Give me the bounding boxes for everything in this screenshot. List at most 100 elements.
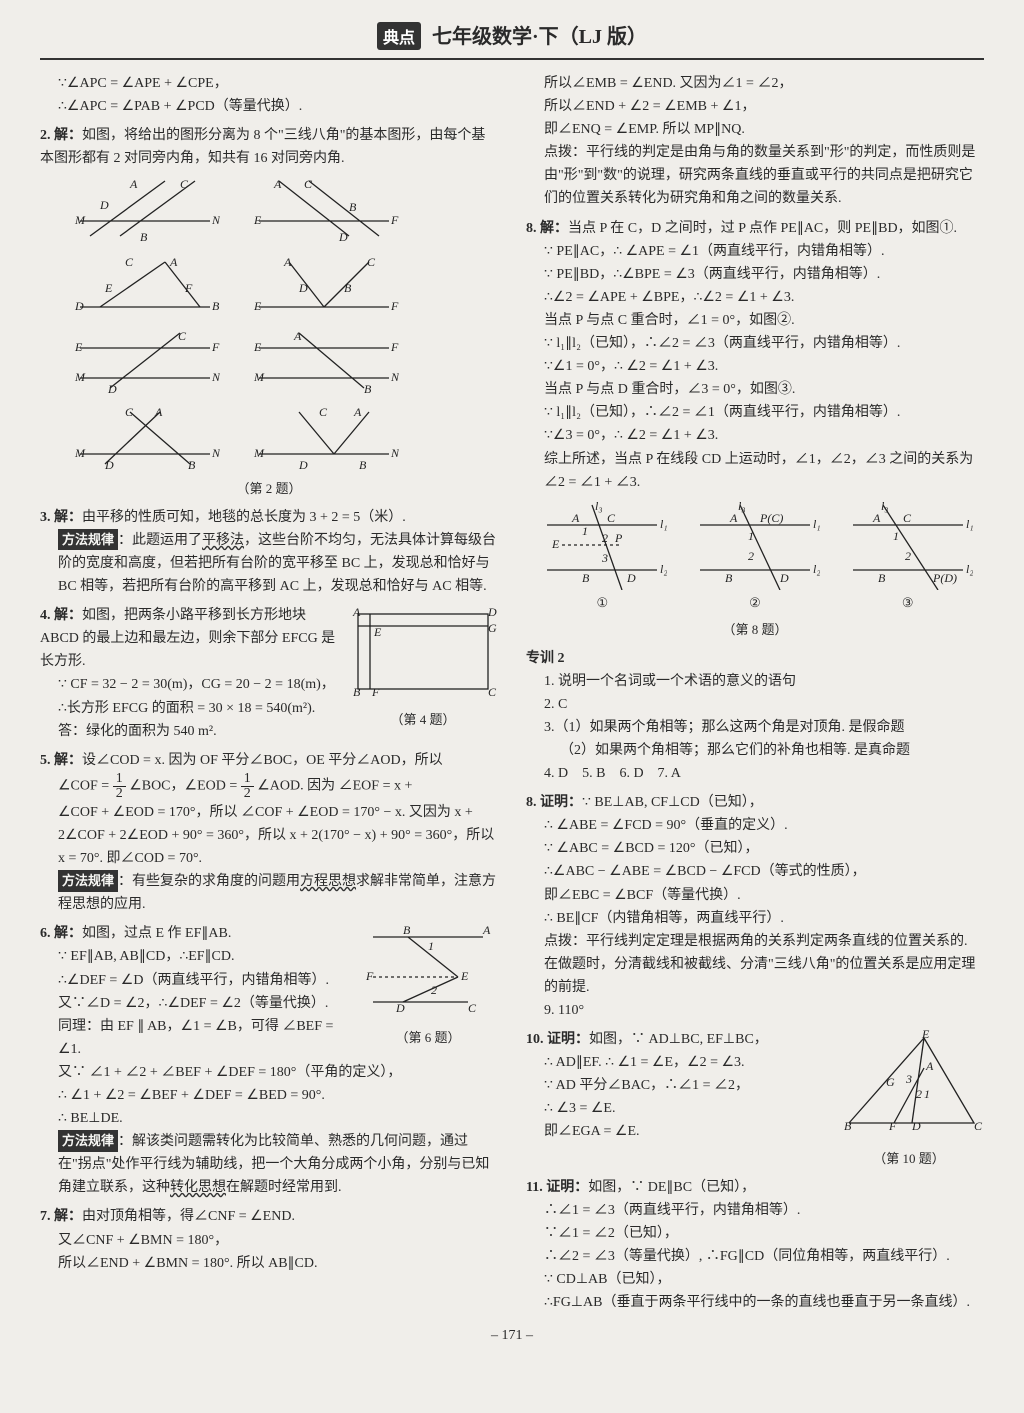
page-header: 典点 七年级数学·下（LJ 版） bbox=[40, 20, 984, 60]
question-4: ADGE BFC （第 4 题） 4. 解：如图，把两条小路平移到长方形地块 A… bbox=[40, 604, 498, 743]
svg-text:B: B bbox=[844, 1119, 852, 1133]
svg-text:M: M bbox=[253, 446, 265, 460]
q2-fig-8: MNCADB bbox=[249, 404, 399, 474]
question-7: 7. 解：由对顶角相等，得∠CNF = ∠END. 又∠CNF + ∠BMN =… bbox=[40, 1205, 498, 1274]
svg-text:A: A bbox=[273, 177, 282, 191]
zx2-a3b: （2）如果两个角相等；那么它们的补角也相等. 是真命题 bbox=[526, 739, 984, 762]
pre-line-2: ∴∠APC = ∠PAB + ∠PCD（等量代换）. bbox=[40, 95, 498, 118]
svg-text:E: E bbox=[373, 625, 382, 639]
svg-text:1: 1 bbox=[893, 529, 899, 543]
q6-r2: 在解题时经常用到. bbox=[226, 1180, 342, 1195]
svg-text:2: 2 bbox=[602, 531, 608, 545]
q3-text: 由平移的性质可知，地毯的总长度为 3 + 2 = 5（米）. bbox=[82, 510, 406, 525]
svg-text:B: B bbox=[353, 685, 361, 699]
svg-text:F: F bbox=[390, 340, 399, 354]
svg-text:D: D bbox=[911, 1119, 921, 1133]
q7c-l3: 即∠ENQ = ∠EMP. 所以 MP∥NQ. bbox=[526, 118, 984, 141]
zx2-q11-l3: ∴∠2 = ∠3（等量代换）, ∴FG∥CD（同位角相等，两直线平行）. bbox=[526, 1245, 984, 1268]
q2-text: 如图，将给出的图形分离为 8 个"三线八角"的基本图形，由每个基本图形都有 2 … bbox=[40, 128, 485, 166]
q2-fig-5: EFMNCD bbox=[70, 328, 220, 398]
zx2-q8-num: 8. 证明： bbox=[526, 795, 582, 810]
zx2-a9: 9. 110° bbox=[526, 999, 984, 1022]
header-title: 七年级数学·下（LJ 版） bbox=[432, 26, 647, 48]
svg-text:M: M bbox=[253, 370, 265, 384]
svg-text:E: E bbox=[253, 299, 262, 313]
zx2-q8-l1: ∵ BE⊥AB, CF⊥CD（已知）， bbox=[582, 795, 763, 810]
q10-figure: EAG BFDC 321 bbox=[834, 1028, 984, 1138]
q8-l8: 当点 P 与点 D 重合时，∠3 = 0°，如图③. bbox=[526, 378, 984, 401]
q6-l6: 又∵ ∠1 + ∠2 + ∠BEF + ∠DEF = 180°（平角的定义）， bbox=[40, 1061, 498, 1084]
svg-text:D: D bbox=[626, 571, 636, 585]
svg-text:l₂: l₂ bbox=[966, 562, 973, 576]
svg-text:F: F bbox=[365, 969, 374, 983]
svg-text:A: A bbox=[925, 1059, 934, 1073]
q8-figlabel: （第 8 题） bbox=[526, 619, 984, 640]
svg-text:M: M bbox=[74, 446, 86, 460]
question-6: BA FE DC 12 （第 6 题） 6. 解：如图，过点 E 作 EF∥AB… bbox=[40, 922, 498, 1130]
q5-num: 5. 解： bbox=[40, 753, 82, 768]
q6-rule: 方法规律：解该类问题需转化为比较简单、熟悉的几何问题，通过在"拐点"处作平行线为… bbox=[40, 1130, 498, 1199]
q7-l1: 由对顶角相等，得∠CNF = ∠END. bbox=[82, 1209, 295, 1224]
svg-text:2: 2 bbox=[905, 549, 911, 563]
svg-text:N: N bbox=[211, 370, 220, 384]
zx2-a2: 2. C bbox=[526, 693, 984, 716]
svg-text:B: B bbox=[349, 200, 357, 214]
svg-text:D: D bbox=[779, 571, 789, 585]
q8-l10: ∵∠3 = 0°，∴ ∠2 = ∠1 + ∠3. bbox=[526, 424, 984, 447]
svg-text:1: 1 bbox=[924, 1087, 930, 1101]
q6-l1: 如图，过点 E 作 EF∥AB. bbox=[82, 926, 231, 941]
q5-wavy: 方程思想 bbox=[300, 874, 356, 889]
q8-l9: ∵ l₁∥l₂（已知），∴∠2 = ∠1（两直线平行，内错角相等）. bbox=[526, 401, 984, 424]
q6-wavy: 转化思想 bbox=[170, 1180, 226, 1195]
q2-fig-7: MNACDB bbox=[70, 404, 220, 474]
q8-sub3: ③ bbox=[843, 592, 973, 613]
q4-t1: 如图，把两条小路平移到长方形地块 ABCD 的最上边和最左边，则余下部分 EFC… bbox=[40, 608, 335, 669]
svg-text:2: 2 bbox=[431, 983, 437, 997]
svg-text:2: 2 bbox=[748, 549, 754, 563]
q3-rule: 方法规律：此题运用了平移法，这些台阶不均匀，无法具体计算每级台阶的宽度和高度，但… bbox=[40, 529, 498, 598]
zx2-title: 专训 2 bbox=[526, 647, 984, 670]
svg-text:C: C bbox=[180, 177, 189, 191]
svg-text:A: A bbox=[352, 605, 361, 619]
svg-text:E: E bbox=[253, 213, 262, 227]
q7-num: 7. 解： bbox=[40, 1209, 82, 1224]
q3-num: 3. 解： bbox=[40, 510, 82, 525]
svg-text:l₁: l₁ bbox=[660, 517, 667, 531]
svg-text:B: B bbox=[359, 458, 367, 472]
q2-num: 2. 解： bbox=[40, 128, 82, 143]
zx2-q11-l2: ∵∠1 = ∠2（已知）， bbox=[526, 1222, 984, 1245]
zx2-q11-l0: 如图，∵ DE∥BC（已知）， bbox=[588, 1180, 755, 1195]
q7c-l1: 所以∠EMB = ∠END. 又因为∠1 = ∠2， bbox=[526, 72, 984, 95]
svg-text:A: A bbox=[293, 329, 302, 343]
svg-text:D: D bbox=[99, 198, 109, 212]
question-2: 2. 解：如图，将给出的图形分离为 8 个"三线八角"的基本图形，由每个基本图形… bbox=[40, 124, 498, 170]
svg-text:A: A bbox=[129, 177, 138, 191]
svg-text:1: 1 bbox=[582, 524, 588, 538]
q8-fig-1: l₃l₁l₂ AC EP 123 BD bbox=[537, 500, 667, 590]
page-footer: – 171 – bbox=[40, 1328, 984, 1344]
q8-num: 8. 解： bbox=[526, 221, 568, 236]
svg-text:F: F bbox=[184, 281, 193, 295]
q5-2c: ∠AOD. 因为 ∠EOF = x + bbox=[257, 779, 412, 794]
left-column: ∵∠APC = ∠APE + ∠CPE， ∴∠APC = ∠PAB + ∠PCD… bbox=[40, 72, 498, 1314]
svg-text:C: C bbox=[125, 405, 134, 419]
svg-text:E: E bbox=[921, 1028, 930, 1041]
svg-text:A: A bbox=[283, 255, 292, 269]
svg-text:E: E bbox=[74, 340, 83, 354]
svg-text:l₁: l₁ bbox=[966, 517, 973, 531]
svg-text:A: A bbox=[729, 511, 738, 525]
svg-text:B: B bbox=[878, 571, 886, 585]
svg-text:B: B bbox=[364, 382, 372, 396]
svg-text:P(C): P(C) bbox=[759, 511, 783, 525]
q5-r1: ：有些复杂的求角度的问题用 bbox=[118, 874, 300, 889]
q3-r1: ：此题运用了 bbox=[118, 533, 202, 548]
svg-text:B: B bbox=[188, 458, 196, 472]
svg-text:D: D bbox=[298, 281, 308, 295]
svg-text:C: C bbox=[125, 255, 134, 269]
zx2-a3a: 3.（1）如果两个角相等；那么这两个角是对顶角. 是假命题 bbox=[526, 716, 984, 739]
q8-sub1: ① bbox=[537, 592, 667, 613]
zx2-q8-l2: ∴ ∠ABE = ∠FCD = 90°（垂直的定义）. bbox=[526, 814, 984, 837]
q8-l7: ∵∠1 = 0°，∴ ∠2 = ∠1 + ∠3. bbox=[526, 355, 984, 378]
svg-text:M: M bbox=[74, 370, 86, 384]
q6-figlabel: （第 6 题） bbox=[358, 1027, 498, 1048]
